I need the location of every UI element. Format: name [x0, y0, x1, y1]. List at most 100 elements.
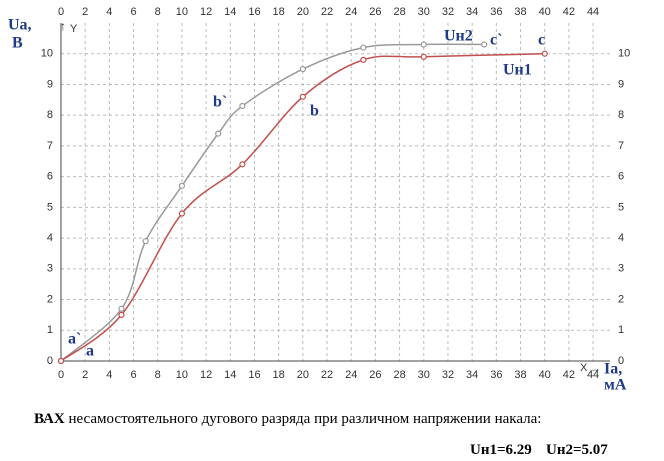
y-tick-label: 5 — [47, 201, 53, 213]
x-tick-label: 22 — [321, 369, 333, 381]
y-tick-label: 3 — [47, 263, 53, 275]
y-tick-label-right: 3 — [618, 263, 624, 275]
x-tick-label: 38 — [514, 369, 526, 381]
x-tick-label-top: 24 — [345, 6, 357, 18]
x-tick-label: 18 — [273, 369, 285, 381]
x-tick-label-top: 26 — [369, 6, 381, 18]
y-label: Ua, — [8, 17, 32, 34]
x-tick-label-top: 36 — [490, 6, 502, 18]
y-tick-label-right: 8 — [618, 109, 624, 121]
x-tick-label: 6 — [130, 369, 136, 381]
x-tick-label: 0 — [58, 369, 64, 381]
x-tick-label-top: 18 — [273, 6, 285, 18]
x-tick-label: 36 — [490, 369, 502, 381]
x-tick-label: 2 — [82, 369, 88, 381]
annotation: a` — [68, 331, 81, 348]
x-tick-label: 42 — [563, 369, 575, 381]
annotation: a — [86, 343, 94, 360]
caption-text: несамостоятельного дугового разряда при … — [68, 411, 541, 427]
x-tick-label-top: 32 — [442, 6, 454, 18]
point — [178, 182, 186, 189]
param: Uн2=5.07 — [546, 442, 608, 458]
y-tick-label-right: 2 — [618, 293, 624, 305]
x-tick-label: 16 — [248, 369, 260, 381]
x-tick-label-top: 30 — [418, 6, 430, 18]
y-tick-label: 6 — [47, 171, 53, 183]
x-tick-label-top: 16 — [248, 6, 260, 18]
x-label: мA — [604, 377, 627, 394]
y-tick-label: 9 — [47, 78, 53, 90]
point — [360, 44, 367, 51]
x-tick-label: 40 — [539, 369, 551, 381]
x-tick-label-top: 4 — [106, 6, 112, 18]
y-label: B — [12, 35, 23, 52]
y-tick-label-right: 9 — [618, 78, 624, 90]
y-tick-label-right: 1 — [618, 324, 624, 336]
caption: ВАХ несамостоятельного дугового разряда … — [34, 411, 541, 427]
x-tick-label-top: 42 — [563, 6, 575, 18]
x-tick-label: 8 — [155, 369, 161, 381]
annotation: c` — [490, 32, 502, 49]
x-tick-label: 28 — [393, 369, 405, 381]
x-tick-label: 32 — [442, 369, 454, 381]
y-tick-label-right: 6 — [618, 171, 624, 183]
x-tick-label: 44 — [587, 369, 599, 381]
x-label: Ia, — [604, 361, 622, 378]
x-tick-label: 4 — [106, 369, 112, 381]
x-tick-label: 14 — [224, 369, 236, 381]
y-tick-label-right: 0 — [618, 355, 624, 367]
annotation: c — [538, 32, 545, 49]
x-arrow: → — [589, 361, 601, 375]
point — [239, 161, 246, 168]
legend-label: Uн2 — [444, 28, 473, 45]
point — [178, 210, 186, 217]
x-tick-label-top: 38 — [514, 6, 526, 18]
y-tick-label-right: 7 — [618, 140, 624, 152]
y-tick-label: 8 — [47, 109, 53, 121]
point — [541, 50, 548, 57]
x-tick-label-top: 6 — [130, 6, 136, 18]
y-tick-label-right: 4 — [618, 232, 624, 244]
point — [239, 102, 246, 110]
y-tick-label: 10 — [41, 48, 53, 60]
y-tick-label: 7 — [47, 140, 53, 152]
x-tick-label: 26 — [369, 369, 381, 381]
point — [142, 238, 149, 245]
x-tick-label-top: 40 — [539, 6, 551, 18]
point — [420, 41, 427, 48]
x-tick-label: 20 — [297, 369, 309, 381]
point — [299, 93, 306, 100]
y-tick-label: 2 — [47, 293, 53, 305]
point — [118, 311, 125, 319]
point — [420, 53, 427, 60]
x-tick-label: 12 — [200, 369, 212, 381]
annotation: b — [310, 103, 319, 120]
x-tick-label-top: 34 — [466, 6, 478, 18]
point — [299, 65, 306, 73]
x-tick-label-top: 14 — [224, 6, 236, 18]
x-axis-name: X — [580, 362, 588, 374]
x-tick-label-top: 10 — [176, 6, 188, 18]
x-tick-label-top: 0 — [58, 6, 64, 18]
x-tick-label: 30 — [418, 369, 430, 381]
point — [360, 56, 367, 63]
point — [118, 305, 125, 312]
x-tick-label-top: 12 — [200, 6, 212, 18]
caption-bold: ВАХ — [34, 411, 65, 427]
point — [481, 41, 488, 48]
y-axis-name: Y — [70, 23, 78, 35]
y-tick-label: 0 — [47, 355, 53, 367]
y-tick-label: 1 — [47, 324, 53, 336]
x-tick-label-top: 22 — [321, 6, 333, 18]
x-tick-label-top: 28 — [393, 6, 405, 18]
x-tick-label-top: 8 — [155, 6, 161, 18]
x-tick-label: 10 — [176, 369, 188, 381]
y-tick-label: 4 — [47, 232, 53, 244]
y-tick-label-right: 5 — [618, 201, 624, 213]
point — [215, 130, 222, 137]
legend-label: Uн1 — [503, 62, 532, 79]
series-line — [60, 43, 485, 362]
y-arrow: ↑ — [60, 19, 66, 33]
